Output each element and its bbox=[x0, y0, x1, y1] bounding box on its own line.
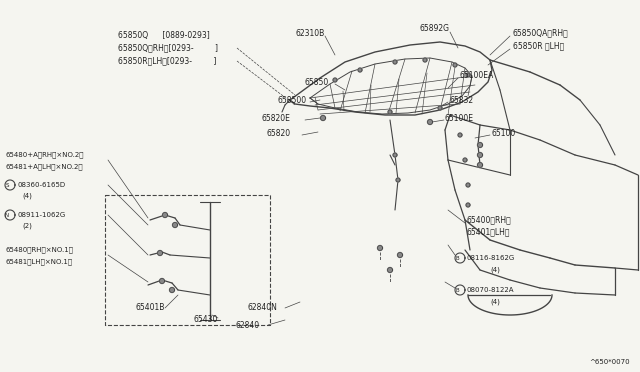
Text: 65430: 65430 bbox=[193, 315, 218, 324]
Polygon shape bbox=[157, 250, 163, 256]
Polygon shape bbox=[358, 68, 362, 72]
Text: 65850R 〈LH〉: 65850R 〈LH〉 bbox=[513, 42, 564, 51]
Text: 65850QA〈RH〉: 65850QA〈RH〉 bbox=[513, 29, 569, 38]
Text: S: S bbox=[5, 183, 9, 187]
Text: B: B bbox=[455, 256, 459, 260]
Text: 65100: 65100 bbox=[492, 128, 516, 138]
Text: 65850Q      [0889-0293]: 65850Q [0889-0293] bbox=[118, 31, 210, 39]
Text: 65480+A〈RH〉×NO.2〉: 65480+A〈RH〉×NO.2〉 bbox=[5, 152, 83, 158]
Polygon shape bbox=[163, 212, 168, 218]
Polygon shape bbox=[393, 60, 397, 64]
Polygon shape bbox=[466, 183, 470, 187]
Text: 08116-8162G: 08116-8162G bbox=[467, 255, 515, 261]
Polygon shape bbox=[173, 222, 177, 228]
Text: (4): (4) bbox=[490, 267, 500, 273]
Polygon shape bbox=[453, 63, 457, 67]
Text: 65820: 65820 bbox=[267, 128, 291, 138]
Polygon shape bbox=[393, 153, 397, 157]
Text: 08911-1062G: 08911-1062G bbox=[17, 212, 65, 218]
Text: 62840N: 62840N bbox=[248, 304, 278, 312]
Polygon shape bbox=[458, 133, 462, 137]
Polygon shape bbox=[477, 163, 483, 167]
Text: (4): (4) bbox=[22, 193, 32, 199]
Polygon shape bbox=[159, 279, 164, 283]
Polygon shape bbox=[463, 158, 467, 162]
Polygon shape bbox=[333, 78, 337, 82]
Text: 65100EA: 65100EA bbox=[460, 71, 494, 80]
Polygon shape bbox=[321, 115, 326, 121]
Text: (4): (4) bbox=[490, 299, 500, 305]
Polygon shape bbox=[378, 246, 383, 250]
Polygon shape bbox=[423, 58, 427, 62]
Text: ^650*0070: ^650*0070 bbox=[589, 359, 630, 365]
Polygon shape bbox=[388, 110, 392, 114]
Text: 08360-6165D: 08360-6165D bbox=[17, 182, 65, 188]
Text: 65401B: 65401B bbox=[135, 304, 164, 312]
Text: 65850Q〈RH〉[0293-         ]: 65850Q〈RH〉[0293- ] bbox=[118, 44, 218, 52]
Polygon shape bbox=[438, 106, 442, 110]
Text: N: N bbox=[5, 212, 9, 218]
Polygon shape bbox=[477, 153, 483, 157]
Polygon shape bbox=[397, 253, 403, 257]
Text: 62310B: 62310B bbox=[296, 29, 325, 38]
Polygon shape bbox=[387, 267, 392, 273]
Text: 65480〈RH〉×NO.1〉: 65480〈RH〉×NO.1〉 bbox=[5, 247, 73, 253]
Text: 658500: 658500 bbox=[278, 96, 307, 105]
Polygon shape bbox=[170, 288, 175, 292]
Polygon shape bbox=[477, 142, 483, 147]
Polygon shape bbox=[466, 203, 470, 207]
Text: 65832: 65832 bbox=[450, 96, 474, 105]
Text: 65100E: 65100E bbox=[445, 113, 474, 122]
Polygon shape bbox=[466, 73, 470, 77]
Text: 08070-8122A: 08070-8122A bbox=[467, 287, 515, 293]
Text: 62840: 62840 bbox=[235, 321, 259, 330]
Text: 65820E: 65820E bbox=[262, 113, 291, 122]
Text: B: B bbox=[455, 288, 459, 292]
Text: 65401〈LH〉: 65401〈LH〉 bbox=[467, 228, 511, 237]
Text: 65481+A〈LH〉×NO.2〉: 65481+A〈LH〉×NO.2〉 bbox=[5, 164, 83, 170]
Text: 65892G: 65892G bbox=[420, 23, 450, 32]
Text: 65400〈RH〉: 65400〈RH〉 bbox=[467, 215, 512, 224]
Bar bbox=[105, 195, 270, 325]
Text: 65850R〈LH〉[0293-         ]: 65850R〈LH〉[0293- ] bbox=[118, 57, 216, 65]
Text: 65850: 65850 bbox=[305, 77, 329, 87]
Polygon shape bbox=[396, 178, 400, 182]
Text: (2): (2) bbox=[22, 223, 32, 229]
Polygon shape bbox=[428, 119, 433, 125]
Text: 65481〈LH〉×NO.1〉: 65481〈LH〉×NO.1〉 bbox=[5, 259, 72, 265]
